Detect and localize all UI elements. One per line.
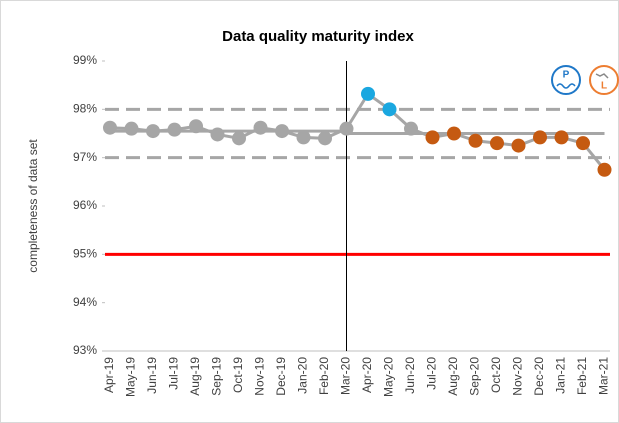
data-point (210, 127, 225, 142)
x-tick-label: Dec-20 (532, 357, 546, 396)
data-point (318, 131, 332, 146)
data-point (404, 121, 418, 136)
data-point (447, 126, 461, 141)
data-point (232, 131, 246, 146)
x-tick-label: Mar-20 (339, 357, 353, 395)
data-point (253, 120, 268, 135)
data-point (576, 136, 590, 151)
y-tick-label: 93% (73, 343, 97, 357)
data-point (468, 133, 483, 148)
x-tick-label: Dec-19 (274, 357, 288, 396)
x-tick-label: May-19 (124, 357, 138, 397)
data-point (275, 124, 289, 139)
x-tick-label: Oct-19 (231, 357, 245, 393)
data-point (554, 130, 569, 145)
icon-label: P (563, 70, 570, 81)
data-point (296, 130, 311, 145)
data-point (425, 130, 440, 145)
x-tick-label: Jul-20 (425, 357, 439, 390)
x-tick-label: Jan-21 (554, 357, 568, 394)
data-point (361, 86, 375, 101)
x-tick-label: Apr-19 (102, 357, 116, 393)
icon-label: L (601, 81, 607, 92)
x-tick-label: Aug-20 (446, 357, 460, 396)
x-tick-label: Mar-21 (597, 357, 611, 395)
data-point (103, 120, 117, 135)
icon-p: P (551, 65, 581, 95)
data-point (490, 136, 504, 151)
y-tick-label: 98% (73, 102, 97, 116)
data-point (382, 102, 397, 117)
data-point (339, 121, 354, 136)
y-tick-label: 96% (73, 198, 97, 212)
x-tick-label: Aug-19 (188, 357, 202, 396)
x-tick-label: Apr-20 (360, 357, 374, 393)
x-tick-label: Nov-20 (511, 357, 525, 396)
data-point (124, 121, 139, 136)
x-tick-label: Feb-21 (575, 357, 589, 395)
data-point (146, 124, 160, 139)
y-tick-label: 97% (73, 150, 97, 164)
x-tick-label: Jun-20 (403, 357, 417, 394)
x-tick-label: Sep-20 (468, 357, 482, 396)
x-tick-label: May-20 (382, 357, 396, 397)
y-tick-label: 95% (73, 247, 97, 261)
y-tick-label: 99% (73, 53, 97, 67)
x-tick-label: Sep-19 (210, 357, 224, 396)
x-tick-label: Oct-20 (489, 357, 503, 393)
icon-l: L (589, 65, 619, 95)
x-tick-label: Jan-20 (296, 357, 310, 394)
data-point (189, 119, 203, 134)
data-point (533, 130, 547, 145)
data-point (511, 138, 526, 153)
x-tick-label: Nov-19 (253, 357, 267, 396)
x-tick-label: Feb-20 (317, 357, 331, 395)
data-point (167, 122, 182, 137)
x-tick-label: Jun-19 (145, 357, 159, 394)
data-point (597, 162, 612, 177)
y-axis-label: completeness of data set (26, 139, 40, 273)
y-tick-label: 94% (73, 295, 97, 309)
x-tick-label: Jul-19 (167, 357, 181, 390)
chart-title: Data quality maturity index (222, 28, 414, 45)
